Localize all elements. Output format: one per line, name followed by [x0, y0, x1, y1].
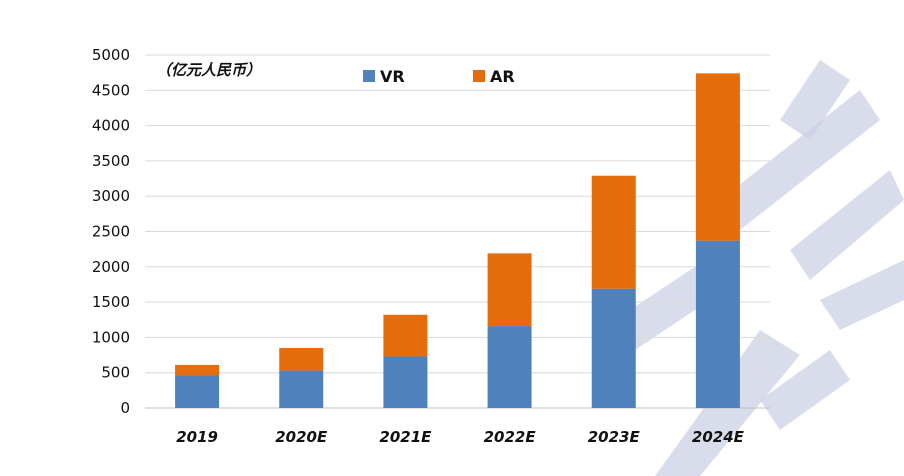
- watermark-logo: [600, 60, 904, 476]
- bar-ar-2019: [175, 364, 220, 376]
- bar-ar-2020e: [279, 347, 324, 371]
- y-tick-label: 2000: [92, 258, 130, 276]
- x-tick-label: 2019: [176, 428, 218, 446]
- bar-ar-2021e: [383, 314, 428, 357]
- bar-vr-2021e: [383, 356, 428, 408]
- x-tick-label: 2020E: [275, 428, 328, 446]
- y-tick-label: 5000: [92, 46, 130, 64]
- y-tick-label: 3500: [92, 152, 130, 170]
- x-tick-label: 2021E: [379, 428, 432, 446]
- bar-ar-2024e: [695, 73, 740, 241]
- watermark-stroke: [780, 60, 850, 140]
- y-axis-ticks: 0 500 1000 1500 2000 2500 3000 3500 4000 4500 5000: [92, 46, 130, 417]
- legend-swatch-ar: [473, 70, 485, 82]
- y-tick-label: 4500: [92, 81, 130, 99]
- bar-vr-2019: [175, 375, 220, 408]
- gridlines: [145, 54, 770, 409]
- bars: [175, 73, 740, 408]
- bar-vr-2023e: [591, 288, 636, 408]
- bar-vr-2020e: [279, 370, 324, 408]
- bar-vr-2024e: [695, 240, 740, 408]
- y-tick-label: 1500: [92, 293, 130, 311]
- x-tick-label: 2022E: [484, 428, 537, 446]
- bar-ar-2023e: [591, 175, 636, 289]
- watermark-stroke: [790, 170, 904, 280]
- bar-ar-2022e: [487, 253, 532, 327]
- y-tick-label: 1000: [92, 328, 130, 346]
- y-tick-label: 0: [120, 399, 130, 417]
- x-tick-label: 2023E: [588, 428, 641, 446]
- watermark-stroke: [720, 90, 880, 230]
- legend: VR AR: [363, 67, 515, 86]
- x-axis-ticks: 2019 2020E 2021E 2022E 2023E 2024E: [176, 428, 744, 446]
- y-tick-label: 3000: [92, 187, 130, 205]
- unit-label: （亿元人民币）: [156, 61, 261, 79]
- y-tick-label: 2500: [92, 223, 130, 241]
- bar-vr-2022e: [487, 326, 532, 408]
- watermark-stroke: [820, 260, 904, 330]
- legend-swatch-vr: [363, 70, 375, 82]
- y-tick-label: 4000: [92, 117, 130, 135]
- legend-label-vr: VR: [380, 67, 405, 86]
- watermark-stroke: [760, 350, 850, 430]
- legend-label-ar: AR: [490, 67, 515, 86]
- x-tick-label: 2024E: [692, 428, 745, 446]
- y-tick-label: 500: [101, 364, 130, 382]
